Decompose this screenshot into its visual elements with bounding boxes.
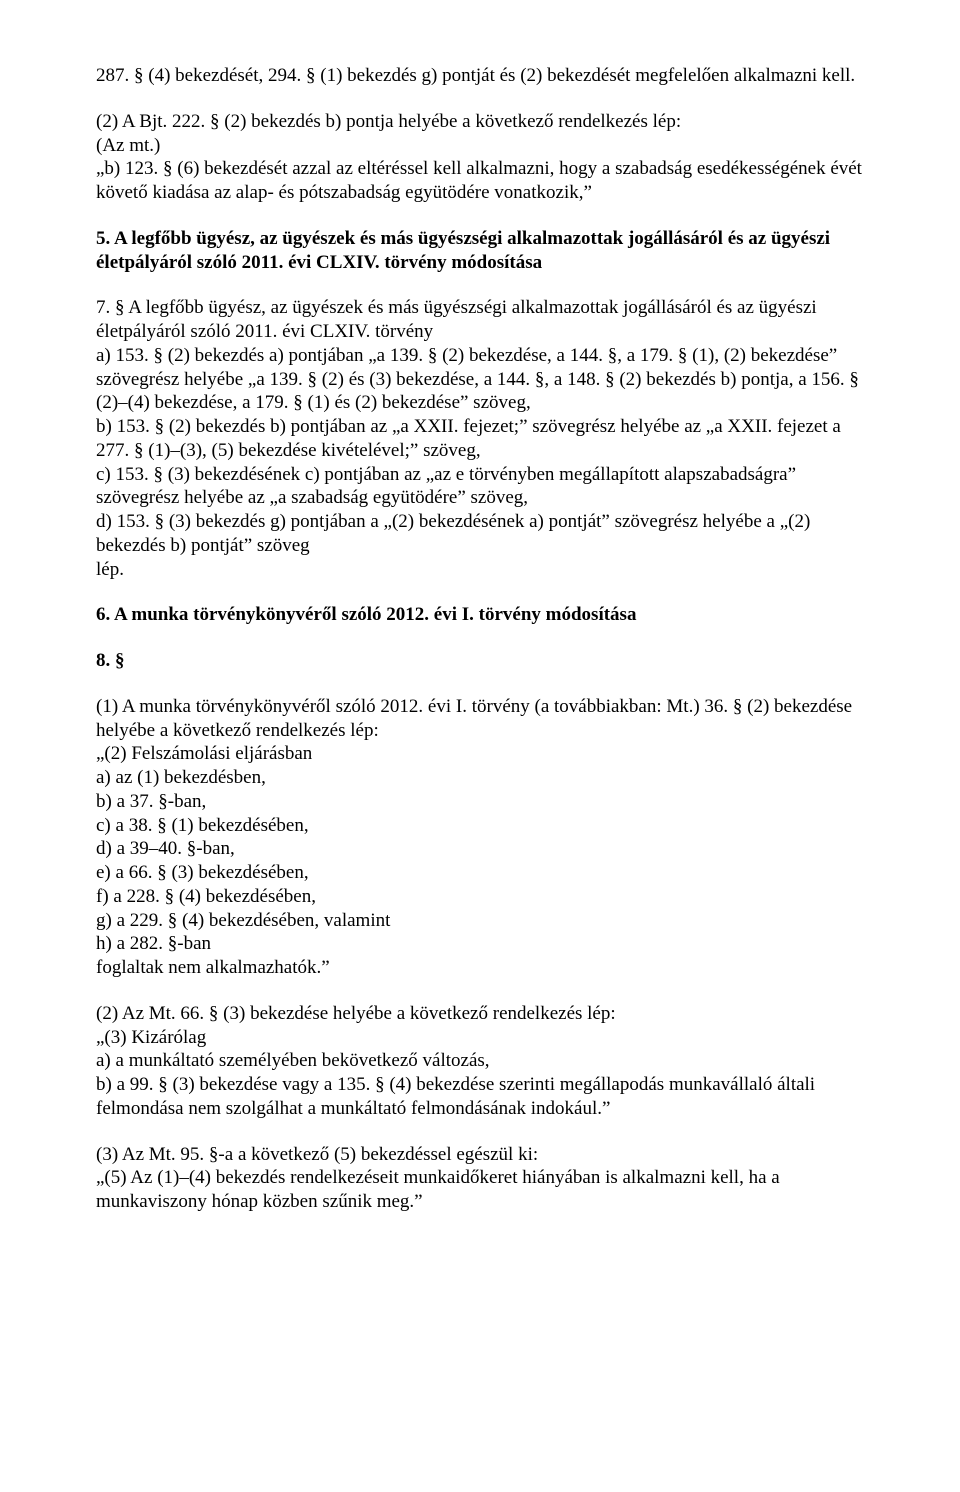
paragraph-a153: a) 153. § (2) bekezdés a) pontjában „a 1… — [96, 344, 864, 415]
paragraph-b123: „b) 123. § (6) bekezdését azzal az eltér… — [96, 157, 864, 205]
paragraph-7: 7. § A legfőbb ügyész, az ügyészek és má… — [96, 296, 864, 344]
paragraph-lep: lép. — [96, 558, 864, 582]
list-g: g) a 229. § (4) bekezdésében, valamint — [96, 909, 864, 933]
paragraph-287: 287. § (4) bekezdését, 294. § (1) bekezd… — [96, 64, 864, 88]
list-h: h) a 282. §-ban — [96, 932, 864, 956]
paragraph-2-bjt: (2) A Bjt. 222. § (2) bekezdés b) pontja… — [96, 110, 864, 134]
list-e: e) a 66. § (3) bekezdésében, — [96, 861, 864, 885]
list-d: d) a 39–40. §-ban, — [96, 837, 864, 861]
list2-b: b) a 99. § (3) bekezdése vagy a 135. § (… — [96, 1073, 864, 1121]
paragraph-azmt: (Az mt.) — [96, 134, 864, 158]
paragraph-c153: c) 153. § (3) bekezdésének c) pontjában … — [96, 463, 864, 511]
list-b: b) a 37. §-ban, — [96, 790, 864, 814]
paragraph-foglaltak: foglaltak nem alkalmazhatók.” — [96, 956, 864, 980]
paragraph-3-mt95: (3) Az Mt. 95. §-a a következő (5) bekez… — [96, 1143, 864, 1167]
paragraph-5-bek: „(5) Az (1)–(4) bekezdés rendelkezéseit … — [96, 1166, 864, 1214]
paragraph-felszam: „(2) Felszámolási eljárásban — [96, 742, 864, 766]
list2-a: a) a munkáltató személyében bekövetkező … — [96, 1049, 864, 1073]
heading-5: 5. A legfőbb ügyész, az ügyészek és más … — [96, 227, 864, 275]
heading-8: 8. § — [96, 649, 864, 673]
paragraph-d153: d) 153. § (3) bekezdés g) pontjában a „(… — [96, 510, 864, 558]
paragraph-1-mt36: (1) A munka törvénykönyvéről szóló 2012.… — [96, 695, 864, 743]
list-f: f) a 228. § (4) bekezdésében, — [96, 885, 864, 909]
paragraph-kizarolag: „(3) Kizárólag — [96, 1026, 864, 1050]
paragraph-2-mt66: (2) Az Mt. 66. § (3) bekezdése helyébe a… — [96, 1002, 864, 1026]
list-a: a) az (1) bekezdésben, — [96, 766, 864, 790]
paragraph-b153: b) 153. § (2) bekezdés b) pontjában az „… — [96, 415, 864, 463]
list-c: c) a 38. § (1) bekezdésében, — [96, 814, 864, 838]
heading-6: 6. A munka törvénykönyvéről szóló 2012. … — [96, 603, 864, 627]
